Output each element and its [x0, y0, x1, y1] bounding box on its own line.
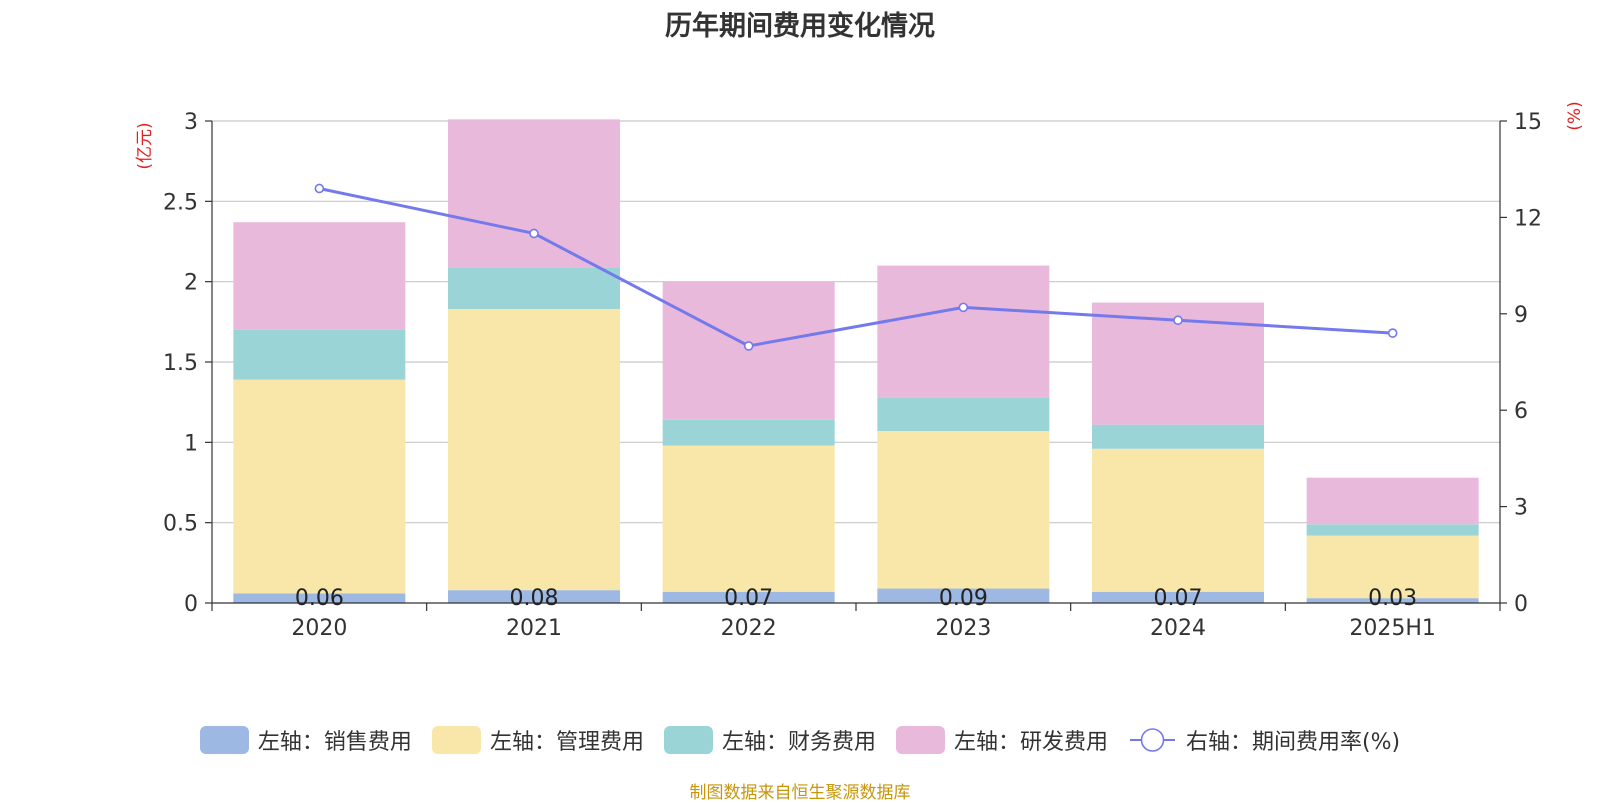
bar-segment [448, 590, 620, 603]
chart-title: 历年期间费用变化情况 [665, 11, 935, 42]
legend-label: 左轴：销售费用 [257, 730, 412, 755]
right-axis-tick-label: 0 [1514, 592, 1528, 617]
bar-segment [1306, 524, 1479, 536]
left-axis-tick-label: 0.5 [163, 512, 198, 537]
axes: 0 0.5 1 1.5 2 2.5 3 0 3 6 9 12 15 (亿元) (%) 2020 2021 2022… [135, 101, 1585, 641]
legend-label: 右轴：期间费用率(%) [1185, 730, 1401, 755]
rate-point [1173, 315, 1183, 326]
left-axis-tick-label: 2 [184, 271, 198, 296]
legend-line-marker [1140, 728, 1165, 752]
bar-segment [877, 588, 1050, 603]
right-axis-label: (%) [1565, 101, 1585, 130]
right-axis-tick-label: 9 [1514, 303, 1528, 328]
legend-label: 左轴：财务费用 [721, 730, 876, 755]
data-labels: 0.06 0.08 0.07 0.09 0.07 0.03 [295, 586, 1417, 611]
bar-segment [1306, 477, 1479, 525]
bar-segment [448, 308, 620, 591]
bar-segment [662, 281, 835, 420]
bar-segment [1092, 448, 1264, 592]
legend-item[interactable]: 左轴：研发费用 [895, 724, 1108, 756]
bar-segment [662, 419, 835, 446]
left-axis-tick-label: 1.5 [163, 351, 198, 376]
legend-label: 左轴：管理费用 [489, 730, 644, 755]
bar-data-label: 0.09 [939, 586, 988, 611]
bar-segment [877, 431, 1050, 589]
right-axis-tick-label: 12 [1514, 206, 1542, 231]
x-axis-tick-label: 2020 [291, 616, 347, 641]
legend-swatch [431, 726, 481, 754]
x-axis-tick-label: 2021 [506, 616, 562, 641]
bar-segment [1092, 424, 1264, 449]
right-axis-tick-label: 15 [1514, 110, 1542, 135]
bar-data-label: 0.07 [1154, 586, 1203, 611]
rate-point [743, 341, 754, 351]
rate-point [958, 302, 969, 313]
legend-line-swatch [1129, 728, 1175, 752]
left-axis-tick-label: 0 [184, 592, 198, 617]
left-axis-tick-label: 2.5 [163, 190, 198, 215]
rate-line [319, 187, 1393, 348]
bar-segment [1092, 591, 1264, 603]
bar-segment [233, 222, 406, 330]
x-axis-tick-label: 2022 [721, 616, 777, 641]
rate-point [529, 228, 539, 239]
bar-segment [662, 445, 835, 592]
bar-segment [233, 593, 406, 603]
grid-lines [212, 120, 1500, 524]
legend-item[interactable]: 左轴：销售费用 [199, 724, 412, 756]
bar-segment [1306, 598, 1479, 603]
line-series [314, 183, 1398, 351]
chart-plot: 0 0.5 1 1.5 2 2.5 3 0 3 6 9 12 15 (亿元) (%) 2020 2021 2022… [135, 101, 1585, 641]
bar-data-label: 0.06 [295, 586, 344, 611]
bar-segment [233, 379, 406, 594]
rate-point [314, 183, 325, 194]
right-axis-tick-label: 3 [1514, 496, 1528, 521]
legend-swatch [199, 726, 249, 754]
bar-data-label: 0.03 [1368, 586, 1417, 611]
legend-item[interactable]: 左轴：管理费用 [431, 724, 644, 756]
data-source-note: 制图数据来自恒生聚源数据库 [689, 783, 911, 803]
legend-item[interactable]: 左轴：财务费用 [663, 724, 876, 756]
legend: 左轴：销售费用 左轴：管理费用 左轴：财务费用 左轴：研发费用 右轴：期间费用率(%) [0, 720, 1600, 760]
bar-data-label: 0.08 [510, 586, 559, 611]
legend-item[interactable]: 右轴：期间费用率(%) [1128, 724, 1400, 756]
left-axis-tick-label: 3 [184, 110, 198, 135]
legend-swatch [663, 726, 713, 754]
bar-segment [877, 397, 1050, 432]
bar-series [233, 119, 1479, 603]
x-axis-tick-label: 2023 [935, 616, 991, 641]
legend-swatch [895, 726, 945, 754]
left-axis-label: (亿元) [135, 122, 155, 169]
legend-label: 左轴：研发费用 [953, 730, 1108, 755]
bar-segment [448, 119, 620, 268]
rate-point [1387, 328, 1398, 338]
bar-segment [662, 591, 835, 603]
left-axis-tick-label: 1 [184, 431, 198, 456]
x-axis-tick-label: 2025H1 [1349, 616, 1436, 641]
bar-segment [448, 267, 620, 309]
x-axis-tick-label: 2024 [1150, 616, 1206, 641]
bar-segment [233, 329, 406, 380]
right-axis-tick-label: 6 [1514, 399, 1528, 424]
bar-segment [877, 265, 1050, 398]
bar-data-label: 0.07 [724, 586, 773, 611]
bar-segment [1306, 535, 1479, 599]
